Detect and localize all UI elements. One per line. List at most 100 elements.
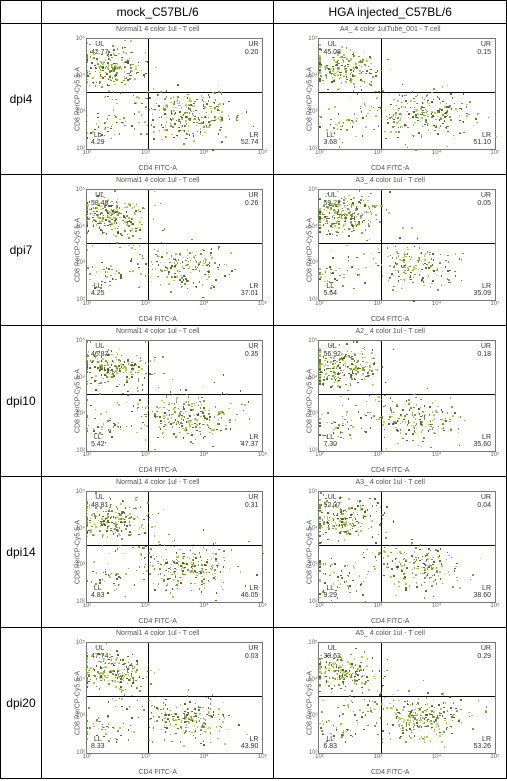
y-tick: 10⁵: [308, 36, 319, 42]
row-label-dpi4: dpi4: [1, 24, 42, 175]
quadrant-label-ul: UL59.22: [322, 192, 342, 207]
x-tick: 10²: [83, 602, 92, 609]
y-tick: 10⁵: [76, 640, 87, 646]
quadrant-label-ll: LL4.29: [90, 132, 106, 147]
quadrant-label-ur: UR0.29: [476, 645, 492, 660]
x-axis-label: CD4 FITC-A: [274, 165, 506, 172]
y-tick: 10⁴: [76, 224, 87, 230]
quadrant-line-v: [148, 190, 149, 300]
x-tick: 10⁴: [199, 602, 208, 609]
y-tick: 10³: [76, 713, 87, 719]
x-tick: 10⁵: [490, 602, 499, 609]
header-blank: [1, 1, 42, 24]
quadrant-label-ur: UR0.31: [244, 494, 260, 509]
table-row: dpi7Normal1 4 color 1ul - T cellCD8 PerC…: [1, 175, 507, 326]
chart-cell: Normal1 4 color 1ul - T cellCD8 PerCP-Cy…: [41, 628, 273, 779]
quadrant-line-v: [148, 492, 149, 602]
x-tick: 10⁴: [432, 300, 441, 307]
y-tick: 10⁵: [308, 338, 319, 344]
quadrant-label-ul: UL39.62: [322, 645, 342, 660]
scatter-chart: A2_ 4 color 1ul - T cellCD8 PerCP-Cy5.5-…: [274, 326, 506, 476]
plot-area: UL42.77UR0.20LL4.29LR52.7410²10²10³10³10…: [86, 38, 263, 150]
y-tick: 10³: [76, 260, 87, 266]
plot-area: UL56.92UR0.18LL7.30LR35.6010²10²10³10³10…: [318, 340, 496, 452]
chart-cell: Normal1 4 color 1ul - T cellCD8 PerCP-Cy…: [41, 326, 273, 477]
y-tick: 10³: [76, 109, 87, 115]
quadrant-line-h: [87, 394, 262, 395]
x-tick: 10⁴: [199, 149, 208, 156]
chart-cell: A2_ 4 color 1ul - T cellCD8 PerCP-Cy5.5-…: [274, 326, 507, 477]
quadrant-label-lr: LR43.90: [240, 736, 260, 751]
x-tick: 10³: [374, 451, 383, 458]
quadrant-line-v: [381, 643, 382, 753]
quadrant-label-ll: LL7.30: [322, 434, 338, 449]
quadrant-label-ul: UL46.87: [90, 343, 110, 358]
y-tick: 10⁵: [76, 338, 87, 344]
quadrant-label-lr: LR46.05: [240, 585, 260, 600]
quadrant-label-ul: UL48.81: [90, 494, 110, 509]
chart-title: A5_ 4 color 1ul - T cell: [274, 630, 506, 637]
y-tick: 10³: [76, 562, 87, 568]
quadrant-line-h: [87, 545, 262, 546]
chart-cell: Normal1 4 color 1ul - T cellCD8 PerCP-Cy…: [41, 477, 273, 628]
chart-cell: Normal1 4 color 1ul - T cellCD8 PerCP-Cy…: [41, 24, 273, 175]
x-tick: 10⁴: [432, 149, 441, 156]
x-tick: 10³: [374, 602, 383, 609]
x-tick: 10⁴: [199, 300, 208, 307]
y-tick: 10³: [309, 260, 320, 266]
y-tick: 10⁴: [308, 73, 319, 79]
x-tick: 10³: [141, 451, 150, 458]
quadrant-line-v: [381, 341, 382, 451]
quadrant-label-ll: LL4.25: [90, 283, 106, 298]
chart-title: Normal1 4 color 1ul - T cell: [42, 177, 273, 184]
x-tick: 10⁵: [490, 451, 499, 458]
x-tick: 10³: [141, 753, 150, 760]
quadrant-label-ur: UR0.26: [244, 192, 260, 207]
table-row: dpi4Normal1 4 color 1ul - T cellCD8 PerC…: [1, 24, 507, 175]
quadrant-line-v: [148, 341, 149, 451]
x-tick: 10²: [315, 602, 324, 609]
x-tick: 10²: [83, 300, 92, 307]
header-col-mock: mock_C57BL/6: [41, 1, 273, 24]
quadrant-label-ur: UR0.04: [476, 494, 492, 509]
quadrant-label-ul: UL42.77: [90, 41, 110, 56]
x-axis-label: CD4 FITC-A: [42, 316, 273, 323]
scatter-chart: Normal1 4 color 1ul - T cellCD8 PerCP-Cy…: [42, 477, 273, 627]
quadrant-label-ul: UL45.08: [322, 41, 342, 56]
scatter-chart: A3_ 4 color 1ul - T cellCD8 PerCP-Cy5.5-…: [274, 477, 506, 627]
quadrant-line-h: [319, 696, 495, 697]
y-tick: 10³: [309, 713, 320, 719]
x-tick: 10²: [315, 149, 324, 156]
quadrant-line-h: [87, 92, 262, 93]
quadrant-label-ll: LL5.42: [90, 434, 106, 449]
y-tick: 10³: [76, 411, 87, 417]
quadrant-label-ul: UL52.07: [322, 494, 342, 509]
x-tick: 10³: [141, 149, 150, 156]
quadrant-label-lr: LR52.74: [240, 132, 260, 147]
x-tick: 10⁴: [432, 451, 441, 458]
x-axis-label: CD4 FITC-A: [42, 165, 273, 172]
quadrant-label-ur: UR0.35: [244, 343, 260, 358]
chart-title: A3_ 4 color 1ul - T cell: [274, 479, 506, 486]
quadrant-label-lr: LR37.01: [240, 283, 260, 298]
x-tick: 10⁴: [432, 753, 441, 760]
plot-area: UL45.08UR0.15LL3.68LR51.1010²10²10³10³10…: [318, 38, 496, 150]
chart-title: A3_ 4 color 1ul - T cell: [274, 177, 506, 184]
y-tick: 10⁴: [308, 677, 319, 683]
scatter-chart: A5_ 4 color 1ul - T cellCD8 PerCP-Cy5.5-…: [274, 628, 506, 778]
y-tick: 10⁵: [76, 489, 87, 495]
chart-title: Normal1 4 color 1ul - T cell: [42, 630, 273, 637]
plot-area: UL47.74UR0.03LL8.33LR43.9010²10²10³10³10…: [86, 642, 263, 754]
quadrant-label-ll: LL5.64: [322, 283, 338, 298]
x-tick: 10⁵: [258, 149, 267, 156]
quadrant-label-ur: UR0.20: [244, 41, 260, 56]
row-label-dpi7: dpi7: [1, 175, 42, 326]
chart-cell: A4_ 4 color 1ulTube_001 - T cellCD8 PerC…: [274, 24, 507, 175]
x-tick: 10³: [374, 149, 383, 156]
plot-area: UL59.22UR0.05LL5.64LR35.0910²10²10³10³10…: [318, 189, 496, 301]
quadrant-line-v: [148, 643, 149, 753]
x-axis-label: CD4 FITC-A: [274, 316, 506, 323]
x-axis-label: CD4 FITC-A: [42, 769, 273, 776]
quadrant-label-ll: LL8.33: [90, 736, 106, 751]
quadrant-line-v: [148, 39, 149, 149]
